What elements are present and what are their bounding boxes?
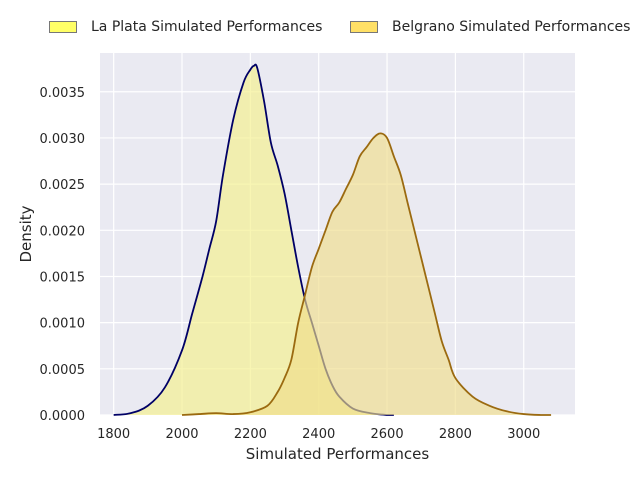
- legend-item-la-plata[interactable]: La Plata Simulated Performances: [49, 19, 322, 35]
- y-axis: 0.0000 0.0005 0.0010 0.0015 0.0020 0.0025 0.00…: [40, 86, 86, 424]
- x-axis: 1800 2000 2200 2400 2600 2800 3000: [97, 427, 540, 442]
- legend-swatch-belgrano: [350, 21, 378, 33]
- density-area-belgrano: [182, 133, 552, 415]
- y-tick-label: 0.0020: [40, 224, 86, 239]
- x-tick-label: 2800: [439, 427, 472, 442]
- legend-label-belgrano: Belgrano Simulated Performances: [392, 19, 631, 35]
- y-tick-label: 0.0025: [40, 178, 86, 193]
- y-tick-label: 0.0005: [40, 363, 86, 378]
- y-axis-label: Density: [17, 205, 35, 262]
- y-tick-label: 0.0000: [40, 409, 86, 424]
- density-line-belgrano: [181, 132, 552, 416]
- x-tick-label: 1800: [97, 427, 130, 442]
- y-tick-label: 0.0010: [40, 317, 86, 332]
- legend-item-belgrano[interactable]: Belgrano Simulated Performances: [350, 19, 630, 35]
- x-tick-label: 2400: [302, 427, 335, 442]
- legend-swatch-la-plata: [49, 21, 77, 33]
- x-axis-label: Simulated Performances: [246, 445, 430, 463]
- x-tick-label: 2000: [165, 427, 198, 442]
- density-area-la-plata: [113, 64, 394, 415]
- y-tick-label: 0.0035: [40, 86, 86, 101]
- x-tick-label: 2200: [234, 427, 267, 442]
- series-layer: [113, 63, 552, 416]
- legend-label-la-plata: La Plata Simulated Performances: [91, 19, 323, 35]
- x-tick-label: 3000: [507, 427, 540, 442]
- legend: La Plata Simulated Performances Belgrano…: [0, 19, 640, 41]
- x-tick-label: 2600: [371, 427, 404, 442]
- y-tick-label: 0.0030: [40, 132, 86, 147]
- y-tick-label: 0.0015: [40, 270, 86, 285]
